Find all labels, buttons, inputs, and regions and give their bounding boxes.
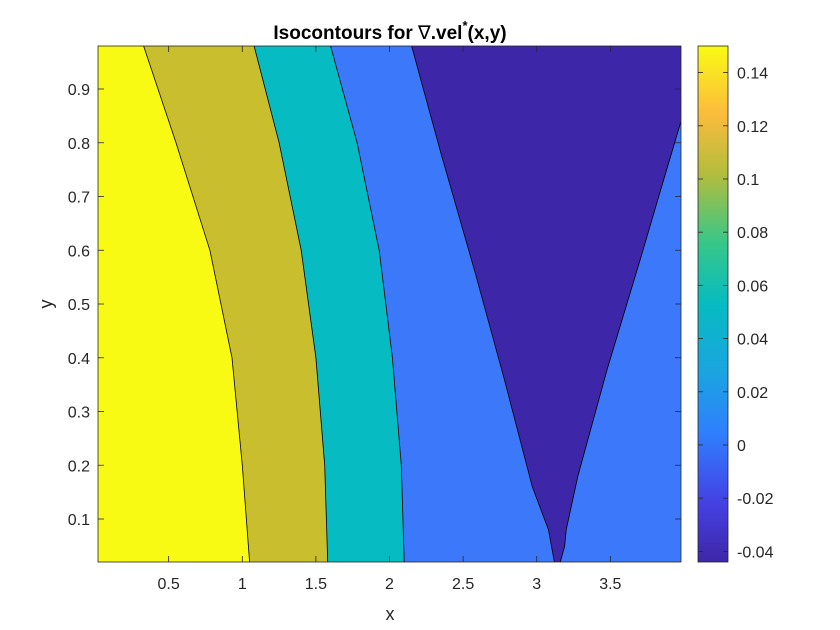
y-axis-label: y bbox=[36, 300, 56, 309]
y-tick-label: 0.5 bbox=[68, 297, 90, 314]
y-tick-label: 0.1 bbox=[68, 512, 90, 529]
chart-title: Isocontours for ∇.vel*(x,y) bbox=[273, 18, 506, 44]
colorbar-tick-label: 0.02 bbox=[737, 385, 768, 402]
y-tick-label: 0.2 bbox=[68, 458, 90, 475]
y-tick-label: 0.3 bbox=[68, 405, 90, 422]
colorbar-tick-label: -0.02 bbox=[737, 491, 774, 508]
contour-line-0 bbox=[330, 46, 405, 562]
x-tick-label: 2.5 bbox=[452, 576, 474, 593]
colorbar-tick-label: 0.12 bbox=[737, 119, 768, 136]
colorbar-tick-label: 0 bbox=[737, 438, 746, 455]
colorbar-tick-label: 0.1 bbox=[737, 172, 759, 189]
colorbar-tick-label: 0.14 bbox=[737, 66, 768, 83]
x-tick-label: 3 bbox=[532, 576, 541, 593]
colorbar-gradient bbox=[697, 45, 729, 563]
colorbar: -0.04 -0.02 0 0.02 0.04 0.06 0.08 0.1 0.12 0.14 bbox=[697, 45, 774, 563]
y-tick-label: 0.4 bbox=[68, 351, 90, 368]
x-tick-label: 0.5 bbox=[158, 576, 180, 593]
plot-area bbox=[98, 46, 681, 562]
y-tick-label: 0.9 bbox=[68, 82, 90, 99]
contour-line-0.05 bbox=[253, 46, 329, 562]
colorbar-tick-label: 0.06 bbox=[737, 278, 768, 295]
y-tick-label: 0.6 bbox=[68, 243, 90, 260]
contour-fill-below-neg0.04 bbox=[411, 46, 681, 562]
contour-line-0.1 bbox=[143, 46, 250, 562]
x-axis-label: x bbox=[386, 604, 395, 624]
contour-lines bbox=[143, 46, 681, 562]
x-tick-label: 3.5 bbox=[599, 576, 621, 593]
colorbar-tick-label: 0.04 bbox=[737, 332, 768, 349]
x-tick-label: 2 bbox=[385, 576, 394, 593]
contour-line--0.04 bbox=[411, 46, 681, 562]
x-tick-label: 1.5 bbox=[305, 576, 327, 593]
y-tick-label: 0.7 bbox=[68, 190, 90, 207]
y-axis: 0.1 0.2 0.3 0.4 0.5 0.6 0.7 0.8 0.9 bbox=[68, 82, 681, 529]
colorbar-ticks: -0.04 -0.02 0 0.02 0.04 0.06 0.08 0.1 0.12 0.14 bbox=[698, 66, 774, 561]
y-tick-label: 0.8 bbox=[68, 136, 90, 153]
x-axis: 0.5 1 1.5 2 2.5 3 3.5 bbox=[158, 46, 622, 593]
colorbar-tick-label: -0.04 bbox=[737, 544, 774, 561]
colorbar-tick-label: 0.08 bbox=[737, 225, 768, 242]
x-tick-label: 1 bbox=[238, 576, 247, 593]
